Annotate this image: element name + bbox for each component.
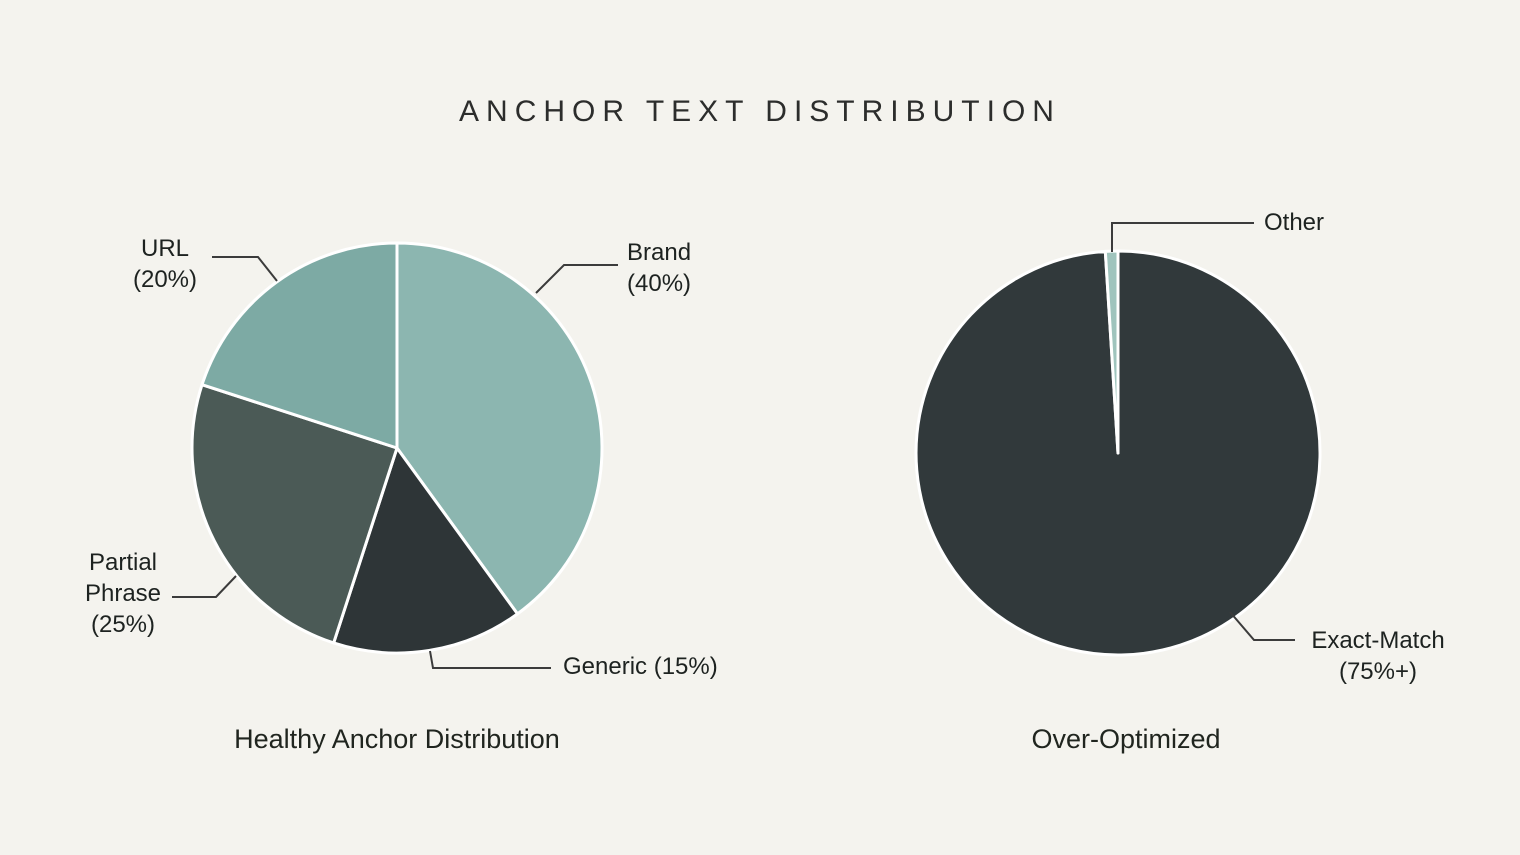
slice-label-exact-pct: (75%+) xyxy=(1338,658,1418,685)
slice-label-url-pct: (20%) xyxy=(132,266,198,293)
slice-label-partial-phrase: Partial Phrase (25%) xyxy=(60,547,186,640)
chart-title: ANCHOR TEXT DISTRIBUTION xyxy=(459,95,1061,128)
slice-label-other: Other xyxy=(1264,209,1325,236)
pie-slice-url xyxy=(200,241,399,450)
slice-label-partial-pct: (25%) xyxy=(90,611,156,638)
slice-label-url: URL (20%) xyxy=(110,233,220,295)
slice-label-partial-line2: Phrase xyxy=(84,580,162,607)
slice-label-url-name: URL xyxy=(140,235,189,262)
slice-label-brand: Brand (40%) xyxy=(627,237,691,299)
slice-label-exact-name: Exact-Match xyxy=(1311,627,1445,654)
pie-slice-generic xyxy=(332,446,519,655)
slice-label-partial-line1: Partial xyxy=(88,549,158,576)
slice-label-brand-pct: (40%) xyxy=(627,270,692,297)
pie-slice-partial-phrase xyxy=(190,383,399,645)
slice-label-brand-name: Brand xyxy=(627,239,692,266)
pie-slice-brand xyxy=(395,241,604,616)
slice-label-generic: Generic (15%) xyxy=(563,653,718,680)
caption-over-optimized-pie: Over-Optimized xyxy=(1031,724,1221,754)
caption-healthy-pie: Healthy Anchor Distribution xyxy=(234,724,560,754)
slice-label-exact-match: Exact-Match (75%+) xyxy=(1288,625,1468,687)
